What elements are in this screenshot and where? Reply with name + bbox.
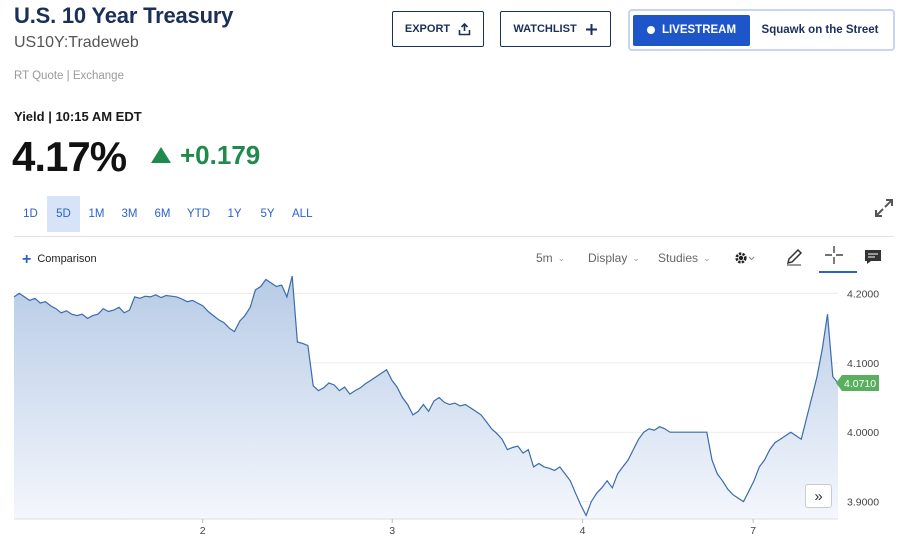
share-icon xyxy=(458,22,471,35)
range-tab-5y[interactable]: 5Y xyxy=(260,208,275,220)
show-name-link[interactable]: Squawk on the Street xyxy=(761,24,879,36)
x-tick-label: 3 xyxy=(389,525,395,537)
price-chart[interactable]: 4.2000 4.1000 4.0000 3.9000 2 3 4 7 4.0710 xyxy=(0,275,911,545)
last-price: 4.17% xyxy=(12,133,127,180)
range-tab-5d[interactable]: 5D xyxy=(47,196,80,232)
time-range-tabs: 1D 5D 1M 3M 6M YTD 1Y 5Y ALL xyxy=(14,196,320,232)
comment-icon[interactable] xyxy=(863,248,883,266)
quote-source: RT Quote | Exchange xyxy=(14,70,124,82)
up-arrow-icon xyxy=(151,147,171,163)
range-tab-all[interactable]: ALL xyxy=(292,208,313,220)
last-price-tag-label: 4.0710 xyxy=(844,378,876,390)
price-line xyxy=(13,275,839,517)
page-title: U.S. 10 Year Treasury xyxy=(14,3,234,28)
watchlist-label: WATCHLIST xyxy=(513,23,577,35)
draw-pencil-icon[interactable] xyxy=(784,247,804,267)
export-button[interactable]: EXPORT xyxy=(392,11,484,47)
price-area xyxy=(14,276,838,519)
expand-icon[interactable] xyxy=(872,196,896,220)
studies-dropdown[interactable]: Studies ⌄ xyxy=(658,251,711,265)
last-price-tag-shape xyxy=(836,374,879,391)
y-tick-label: 4.1000 xyxy=(847,358,879,370)
range-tab-1m[interactable]: 1M xyxy=(88,208,105,220)
y-tick-label: 4.0000 xyxy=(847,427,879,439)
crosshair-icon[interactable] xyxy=(821,244,847,266)
range-tab-6m[interactable]: 6M xyxy=(154,208,171,220)
watchlist-button[interactable]: WATCHLIST xyxy=(500,11,611,47)
scroll-to-latest-button[interactable]: » xyxy=(805,484,832,508)
y-tick-label: 4.2000 xyxy=(847,288,879,300)
divider xyxy=(14,236,894,237)
livestream-button[interactable]: LIVESTREAM xyxy=(633,14,750,46)
chevron-down-icon: ⌄ xyxy=(557,252,566,263)
yield-timestamp: Yield | 10:15 AM EDT xyxy=(14,109,142,124)
x-tick-label: 7 xyxy=(750,525,756,537)
x-tick-label: 4 xyxy=(580,525,586,537)
ticker-symbol: US10Y:Tradeweb xyxy=(14,34,139,51)
plus-icon: + xyxy=(22,250,32,268)
display-dropdown[interactable]: Display ⌄ xyxy=(588,251,640,265)
chevron-down-icon: ⌄ xyxy=(632,252,640,263)
range-tab-1d[interactable]: 1D xyxy=(23,208,38,220)
x-axis: 2 3 4 7 xyxy=(14,518,838,537)
livestream-widget: LIVESTREAM Squawk on the Street xyxy=(628,9,895,51)
last-price-tag: 4.0710 xyxy=(836,374,879,391)
studies-label: Studies xyxy=(658,251,699,265)
range-tab-1y[interactable]: 1Y xyxy=(227,208,242,220)
active-tool-indicator xyxy=(819,271,857,273)
y-axis: 4.2000 4.1000 4.0000 3.9000 xyxy=(847,288,879,508)
price-change: +0.179 xyxy=(180,140,261,170)
display-label: Display xyxy=(588,251,628,265)
comparison-label: Comparison xyxy=(37,253,97,265)
plus-icon xyxy=(585,23,597,35)
comparison-button[interactable]: + Comparison xyxy=(22,250,97,268)
interval-dropdown[interactable]: 5m ⌄ xyxy=(536,251,565,265)
y-tick-label: 3.9000 xyxy=(847,497,879,509)
range-tab-3m[interactable]: 3M xyxy=(121,208,138,220)
x-tick-label: 2 xyxy=(200,525,206,537)
interval-label: 5m xyxy=(536,251,553,265)
live-dot-icon xyxy=(646,26,655,34)
gear-icon[interactable] xyxy=(733,249,757,267)
livestream-label: LIVESTREAM xyxy=(661,24,737,36)
range-tab-ytd[interactable]: YTD xyxy=(187,208,210,220)
export-label: EXPORT xyxy=(404,23,451,35)
chevron-down-icon: ⌄ xyxy=(703,252,711,263)
